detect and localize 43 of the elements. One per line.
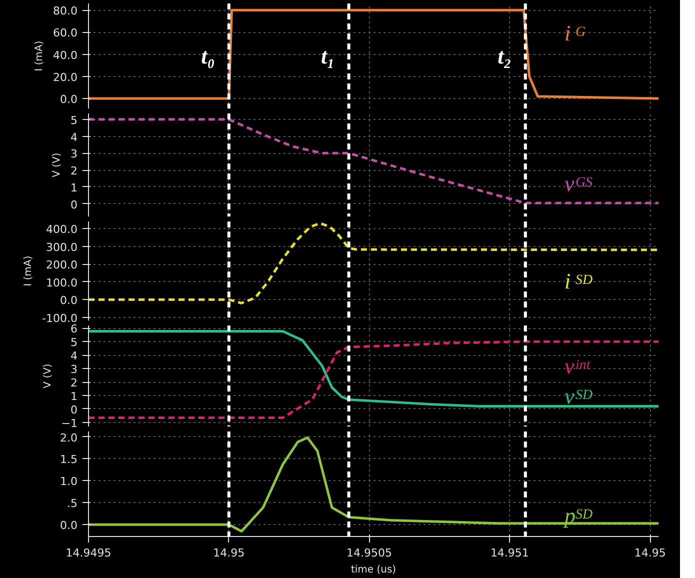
y-tick-label: 20.0 [53,70,78,84]
x-tick-label: 14.95 [213,546,245,560]
y-tick-label: 2 [70,164,78,178]
y-tick-label: 0 [70,198,78,212]
y-axis-title: I (mA) [34,40,46,72]
ref-line-label: t₂ [498,44,512,68]
x-tick-label: 14.9505 [346,546,392,560]
y-axis-title: V (V) [52,152,62,178]
y-tick-label: 0.0 [60,93,78,106]
y-tick-label: 5 [70,114,78,127]
y-tick-label: 4 [70,350,78,363]
x-axis-title: time (us) [350,564,396,576]
y-tick-label: 5 [70,336,78,350]
y-tick-label: 0.0 [60,519,78,532]
y-tick-label: 1.5 [60,453,78,466]
y-axis-title: I (mA) [23,256,34,286]
y-tick-label: −1 [61,416,78,430]
ref-line-label: t₁ [321,44,335,68]
x-tick-label: 14.951 [490,546,529,560]
y-tick-label: 1 [70,390,78,404]
y-tick-label: 2 [70,376,78,390]
y-tick-label: 3 [70,148,78,161]
y-tick-label: 3 [70,363,78,376]
y-tick-label: 40.0 [53,48,78,62]
y-tick-label: 6 [70,322,78,336]
x-tick-label: 14.95 [634,546,666,560]
y-tick-label: 300.0 [46,240,78,254]
y-tick-label: .5 [67,497,78,510]
y-tick-label: 0 [70,403,78,416]
y-tick-label: -100.0 [42,312,78,325]
y-tick-label: 400.0 [46,223,78,236]
y-tick-label: 0.0 [60,294,78,308]
y-tick-label: 60.0 [53,26,78,40]
ref-line-label: t₀ [201,44,215,68]
y-tick-label: 4 [70,130,78,144]
y-tick-label: 2.0 [60,431,78,444]
y-axis-title: V (V) [42,364,54,388]
y-tick-label: 1 [70,181,78,194]
y-tick-label: 200.0 [46,258,78,272]
y-tick-label: 1.0 [60,475,78,488]
x-tick-label: 14.9495 [66,546,112,560]
y-tick-label: 80.0 [53,4,78,18]
y-tick-label: 100.0 [46,276,78,290]
